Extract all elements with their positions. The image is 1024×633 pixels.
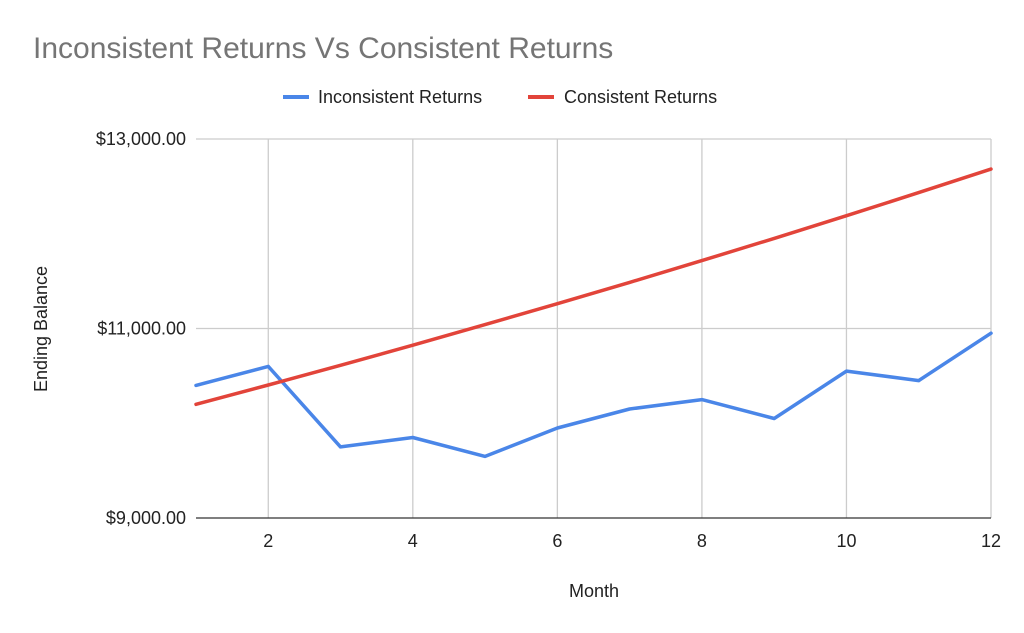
point-consistent-returns-month-5 [483,322,488,327]
point-inconsistent-returns-month-8 [699,397,704,402]
point-consistent-returns-month-2 [266,382,271,387]
gridlines [196,138,992,519]
legend: Inconsistent Returns Consistent Returns [283,87,717,107]
legend-item-inconsistent-returns: Inconsistent Returns [283,87,482,107]
legend-label-inconsistent-returns: Inconsistent Returns [318,87,482,107]
point-consistent-returns-month-8 [699,258,704,263]
chart-title: Inconsistent Returns Vs Consistent Retur… [33,32,613,65]
point-inconsistent-returns-month-11 [916,378,921,383]
y-tick-label-9000: $9,000.00 [106,508,186,528]
point-consistent-returns-month-10 [844,213,849,218]
series-line-inconsistent-returns [194,331,993,459]
legend-label-consistent-returns: Consistent Returns [564,87,717,107]
x-tick-label-6: 6 [552,531,562,551]
x-tick-label-10: 10 [836,531,856,551]
point-consistent-returns-month-3 [338,363,343,368]
point-inconsistent-returns-month-5 [483,454,488,459]
point-inconsistent-returns-month-1 [194,383,199,388]
point-consistent-returns-month-9 [772,236,777,241]
point-inconsistent-returns-month-6 [555,425,560,430]
point-consistent-returns-month-6 [555,301,560,306]
y-axis-label: Ending Balance [31,266,51,392]
point-inconsistent-returns-month-2 [266,364,271,369]
point-consistent-returns-month-1 [194,402,199,407]
point-inconsistent-returns-month-7 [627,407,632,412]
point-inconsistent-returns-month-10 [844,369,849,374]
point-consistent-returns-month-12 [989,167,994,172]
point-inconsistent-returns-month-9 [772,416,777,421]
series-lines [194,167,994,459]
point-consistent-returns-month-11 [916,190,921,195]
point-consistent-returns-month-7 [627,280,632,285]
series-line-consistent-returns [194,167,993,407]
y-tick-label-13000: $13,000.00 [96,129,186,149]
x-tick-label-2: 2 [263,531,273,551]
tick-labels: 2 4 6 8 10 12 $9,000.00 $11,000.00 $13,000.00 [96,129,1001,551]
x-tick-label-8: 8 [697,531,707,551]
y-tick-label-11000: $11,000.00 [97,319,186,339]
point-inconsistent-returns-month-4 [410,435,415,440]
point-inconsistent-returns-month-3 [338,444,343,449]
point-inconsistent-returns-month-12 [989,331,994,336]
legend-item-consistent-returns: Consistent Returns [528,87,717,107]
x-axis-label: Month [569,581,619,601]
x-tick-label-12: 12 [981,531,1001,551]
point-consistent-returns-month-4 [410,343,415,348]
x-tick-label-4: 4 [408,531,418,551]
